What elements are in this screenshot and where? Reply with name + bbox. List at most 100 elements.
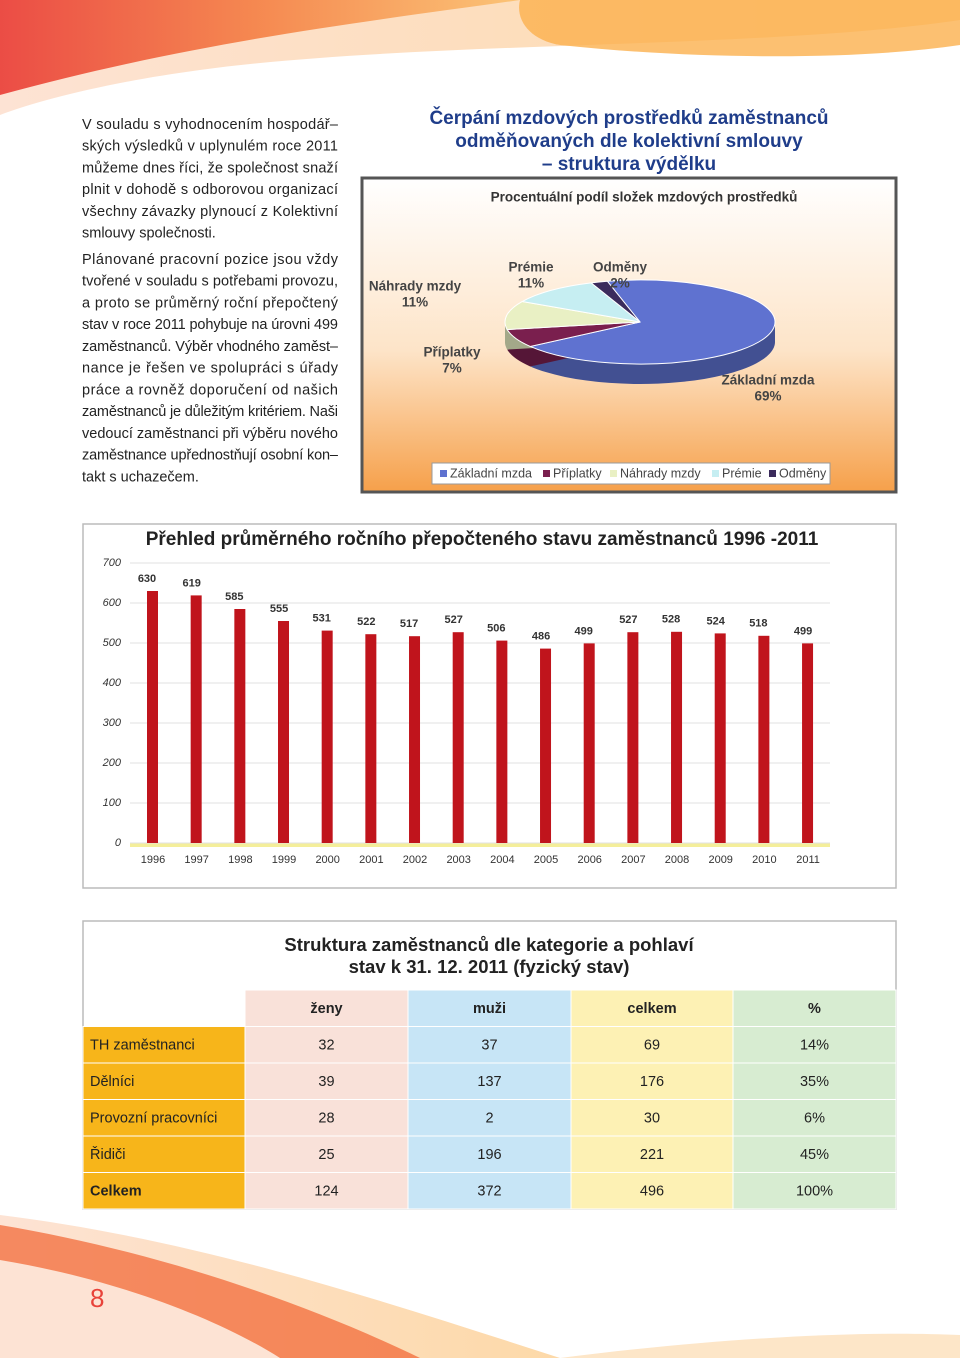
x-tick-label: 2004 [490, 854, 514, 866]
header-label: celkem [627, 1001, 676, 1017]
bar [190, 595, 202, 843]
table-text: 45% [800, 1147, 829, 1163]
data-label: 518 [749, 618, 767, 630]
header-label: % [808, 1001, 821, 1017]
paragraph-line: takt s uchazečem. [82, 469, 199, 485]
x-tick-label: 2008 [665, 854, 689, 866]
table-text: 69 [644, 1038, 660, 1054]
table-text: Řidiči [90, 1146, 125, 1163]
pie-title: Procentuální podíl složek mzdových prost… [491, 190, 798, 205]
header-cell [732, 989, 897, 1027]
legend-label: Základní mzda [450, 466, 532, 480]
x-tick-label: 2003 [446, 854, 470, 866]
table-cell [244, 1099, 409, 1137]
x-tick-label: 1998 [228, 854, 252, 866]
table-text: 2 [485, 1111, 493, 1127]
table-cell [407, 1135, 572, 1173]
table-title: Struktura zaměstnanců dle kategorie a po… [284, 934, 694, 955]
table-text: 176 [640, 1074, 664, 1090]
x-tick-label: 2000 [315, 854, 339, 866]
bar [627, 632, 639, 843]
plot-floor [130, 843, 830, 847]
table-text: 35% [800, 1074, 829, 1090]
data-label: 499 [575, 625, 593, 637]
table-cell [732, 1172, 897, 1210]
y-tick-label: 500 [103, 637, 122, 649]
pie-label: Příplatky [423, 345, 481, 360]
y-tick-label: 0 [115, 837, 122, 849]
table-text: TH zaměstnanci [90, 1038, 195, 1054]
table-cell [82, 1172, 246, 1210]
pie-slice [528, 279, 776, 365]
bar [234, 609, 246, 843]
bar [365, 634, 377, 843]
table-text: 14% [800, 1038, 829, 1054]
table-text: 28 [318, 1111, 334, 1127]
y-tick-label: 700 [103, 557, 122, 569]
data-label: 619 [182, 577, 200, 589]
paragraph-line: vedoucí zaměstnanci při výběru nového [82, 426, 338, 442]
data-label: 517 [400, 618, 418, 630]
x-tick-label: 1999 [272, 854, 296, 866]
y-tick-label: 200 [102, 757, 122, 769]
pie-value-label: 11% [518, 276, 544, 291]
table-text: 372 [477, 1184, 501, 1200]
paragraph-line: můžeme dnes říci, že společnost snaží [82, 160, 338, 176]
table-text: 221 [640, 1147, 664, 1163]
data-label: 531 [313, 613, 331, 625]
bar [409, 636, 421, 843]
paragraph-line: smlouvy společnosti. [82, 226, 216, 242]
legend-label: Náhrady mzdy [620, 466, 701, 480]
bar [583, 643, 595, 843]
table-cell [570, 1062, 734, 1100]
table-cell [732, 1062, 897, 1100]
table-text: 496 [640, 1184, 664, 1200]
data-label: 499 [794, 625, 812, 637]
table-text: 196 [477, 1147, 501, 1163]
data-label: 506 [487, 623, 505, 635]
pie-value-label: 69% [754, 389, 781, 404]
data-label: 630 [138, 573, 156, 585]
pie-heading: odměňovaných dle kolektivní smlouvy [455, 131, 803, 152]
table-text: 37 [481, 1038, 497, 1054]
table-cell [570, 1172, 734, 1210]
pie-label: Základní mzda [721, 373, 815, 388]
bar [802, 643, 814, 843]
x-tick-label: 1997 [184, 854, 208, 866]
paragraph-line: zaměstnanců je důležitým kritériem. Naši [82, 404, 338, 420]
header-cell [407, 989, 572, 1027]
header-label: ženy [310, 1001, 342, 1017]
data-label: 585 [225, 591, 243, 603]
x-tick-label: 2007 [621, 854, 645, 866]
legend-swatch [610, 470, 617, 477]
table-text: 30 [644, 1111, 660, 1127]
bar [278, 621, 290, 843]
data-label: 522 [357, 616, 375, 628]
table-cell [732, 1099, 897, 1137]
data-label: 555 [270, 603, 288, 615]
bar [671, 631, 683, 843]
paragraph-line: plnit v dohodě s odborovou organizací [82, 182, 338, 198]
table-cell [407, 1099, 572, 1137]
bar [758, 635, 770, 843]
pie-heading: – struktura výdělku [542, 154, 716, 175]
table-text: 32 [318, 1038, 334, 1054]
data-label: 527 [445, 614, 463, 626]
pie-value-label: 11% [402, 295, 428, 310]
paragraph-line: Plánované pracovní pozice jsou vždy [82, 252, 339, 268]
y-tick-label: 300 [103, 717, 122, 729]
paragraph-line: práce a rovněž doporučení od našich [82, 382, 338, 398]
table-cell [570, 1099, 734, 1137]
pie-slice [504, 300, 641, 331]
table-cell [732, 1026, 897, 1064]
pie-label: Odměny [593, 260, 648, 275]
legend-swatch [769, 470, 776, 477]
table-cell [244, 1135, 409, 1173]
y-tick-label: 600 [103, 597, 122, 609]
table-cell [407, 1062, 572, 1100]
table-text: Celkem [90, 1184, 142, 1200]
table-text: 100% [796, 1184, 833, 1200]
x-tick-label: 1996 [141, 854, 165, 866]
table-text: 6% [804, 1111, 825, 1127]
